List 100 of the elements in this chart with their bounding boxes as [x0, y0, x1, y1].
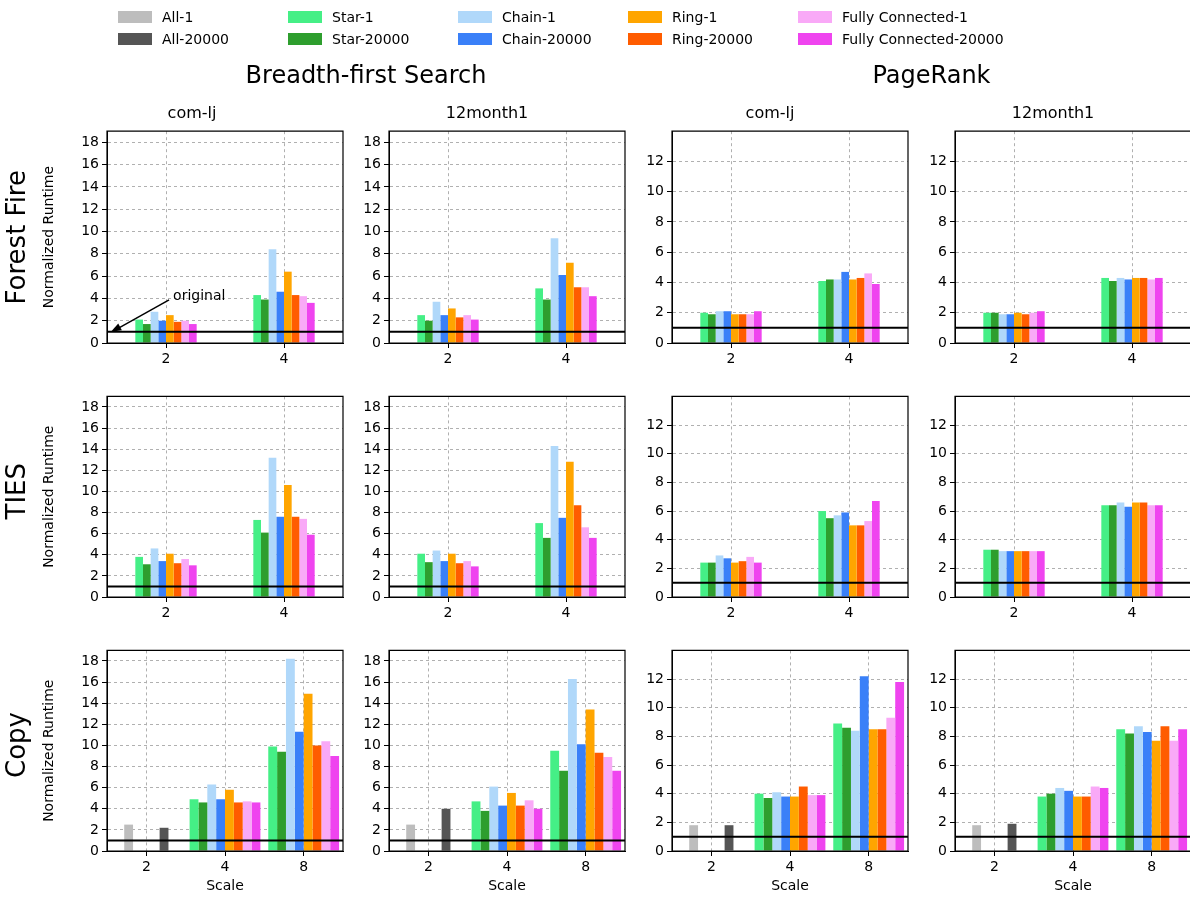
bar [707, 562, 716, 597]
bar [567, 678, 577, 851]
y-tick-label: 8 [655, 212, 664, 229]
y-tick-label: 12 [646, 415, 664, 432]
y-tick-label: 14 [81, 693, 100, 710]
bar [284, 271, 292, 343]
bar [307, 302, 315, 343]
bar [1014, 312, 1022, 343]
bar [895, 681, 905, 851]
x-tick-label: 4 [1127, 604, 1137, 621]
y-tick-label: 14 [363, 693, 382, 710]
y-tick-label: 4 [372, 545, 382, 562]
y-axis-title: Normalized Runtime [40, 165, 57, 309]
x-tick-label: 2 [989, 858, 999, 875]
bar [1147, 279, 1156, 343]
x-tick-label: 4 [561, 604, 571, 621]
bar [1169, 740, 1179, 851]
bar [253, 295, 261, 343]
bar [135, 556, 143, 597]
y-tick-label: 12 [363, 714, 381, 731]
bar [542, 299, 551, 343]
bar [1029, 551, 1038, 597]
y-tick-label: 0 [655, 333, 664, 350]
y-tick-label: 4 [938, 273, 948, 290]
y-tick-label: 10 [81, 222, 99, 239]
y-tick-label: 0 [90, 587, 99, 604]
bar [849, 279, 857, 343]
y-tick-label: 8 [90, 503, 99, 520]
x-tick-label: 4 [1068, 858, 1078, 875]
y-tick-label: 6 [90, 524, 100, 541]
bar [1116, 729, 1126, 851]
y-tick-label: 0 [938, 587, 947, 604]
bar [689, 825, 699, 851]
bar [731, 562, 739, 597]
bar [406, 824, 416, 851]
y-tick-label: 6 [655, 242, 665, 259]
x-tick-label: 4 [561, 350, 571, 367]
bar [260, 299, 269, 343]
bar [124, 824, 134, 851]
bar [746, 556, 755, 597]
x-tick-label: 2 [141, 858, 151, 875]
bar [723, 558, 731, 597]
x-axis-title: Scale [771, 877, 809, 894]
y-tick-label: 10 [81, 482, 99, 499]
bar [872, 501, 880, 597]
bar [1029, 312, 1038, 343]
y-tick-label: 8 [655, 727, 664, 744]
bar [612, 770, 622, 851]
text: Forest Fire [1, 169, 31, 305]
bar [507, 792, 516, 851]
y-tick-label: 10 [363, 736, 381, 753]
bar [1014, 551, 1022, 597]
y-tick-label: 4 [90, 289, 100, 306]
y-tick-label: 10 [929, 182, 947, 199]
bar [299, 296, 308, 343]
y-tick-label: 6 [655, 755, 665, 772]
bar [790, 796, 799, 851]
y-tick-label: 10 [363, 482, 381, 499]
y-tick-label: 10 [646, 182, 664, 199]
bar [864, 273, 873, 343]
y-tick-label: 6 [372, 524, 382, 541]
legend-label: Ring-1 [672, 9, 718, 25]
y-tick-label: 0 [938, 841, 947, 858]
bar [233, 802, 243, 851]
y-tick-label: 2 [372, 311, 381, 328]
bar [1108, 280, 1117, 343]
bar [268, 746, 278, 851]
y-tick-label: 12 [929, 415, 947, 432]
legend-label: All-20000 [162, 31, 229, 47]
y-tick-label: 2 [372, 566, 381, 583]
bar [181, 558, 190, 597]
chart-title: 12month1 [445, 102, 529, 122]
y-tick-label: 16 [363, 418, 382, 435]
bar [166, 315, 174, 343]
y-tick-label: 12 [363, 460, 381, 477]
bar [566, 461, 574, 597]
y-tick-label: 4 [90, 799, 100, 816]
y-tick-label: 4 [655, 530, 665, 547]
y-tick-label: 0 [655, 841, 664, 858]
text: TIES [1, 462, 31, 520]
y-tick-label: 12 [646, 152, 664, 169]
y-tick-label: 8 [655, 473, 664, 490]
bar [1155, 277, 1163, 343]
y-tick-label: 4 [372, 799, 382, 816]
bar [1132, 502, 1140, 597]
y-tick-label: 6 [655, 501, 665, 518]
bar [1151, 740, 1161, 851]
bar [833, 723, 843, 851]
bar [1037, 311, 1045, 343]
x-tick-label: 2 [726, 350, 736, 367]
chart-title: 12month1 [1011, 102, 1095, 122]
y-tick-label: 6 [372, 778, 382, 795]
bar [1124, 279, 1132, 343]
x-tick-label: 4 [844, 350, 854, 367]
x-tick-label: 2 [161, 350, 171, 367]
x-tick-label: 2 [1009, 604, 1019, 621]
y-tick-label: 18 [81, 651, 99, 668]
bar [585, 709, 595, 851]
y-tick-label: 6 [372, 266, 382, 283]
bar [463, 561, 472, 597]
